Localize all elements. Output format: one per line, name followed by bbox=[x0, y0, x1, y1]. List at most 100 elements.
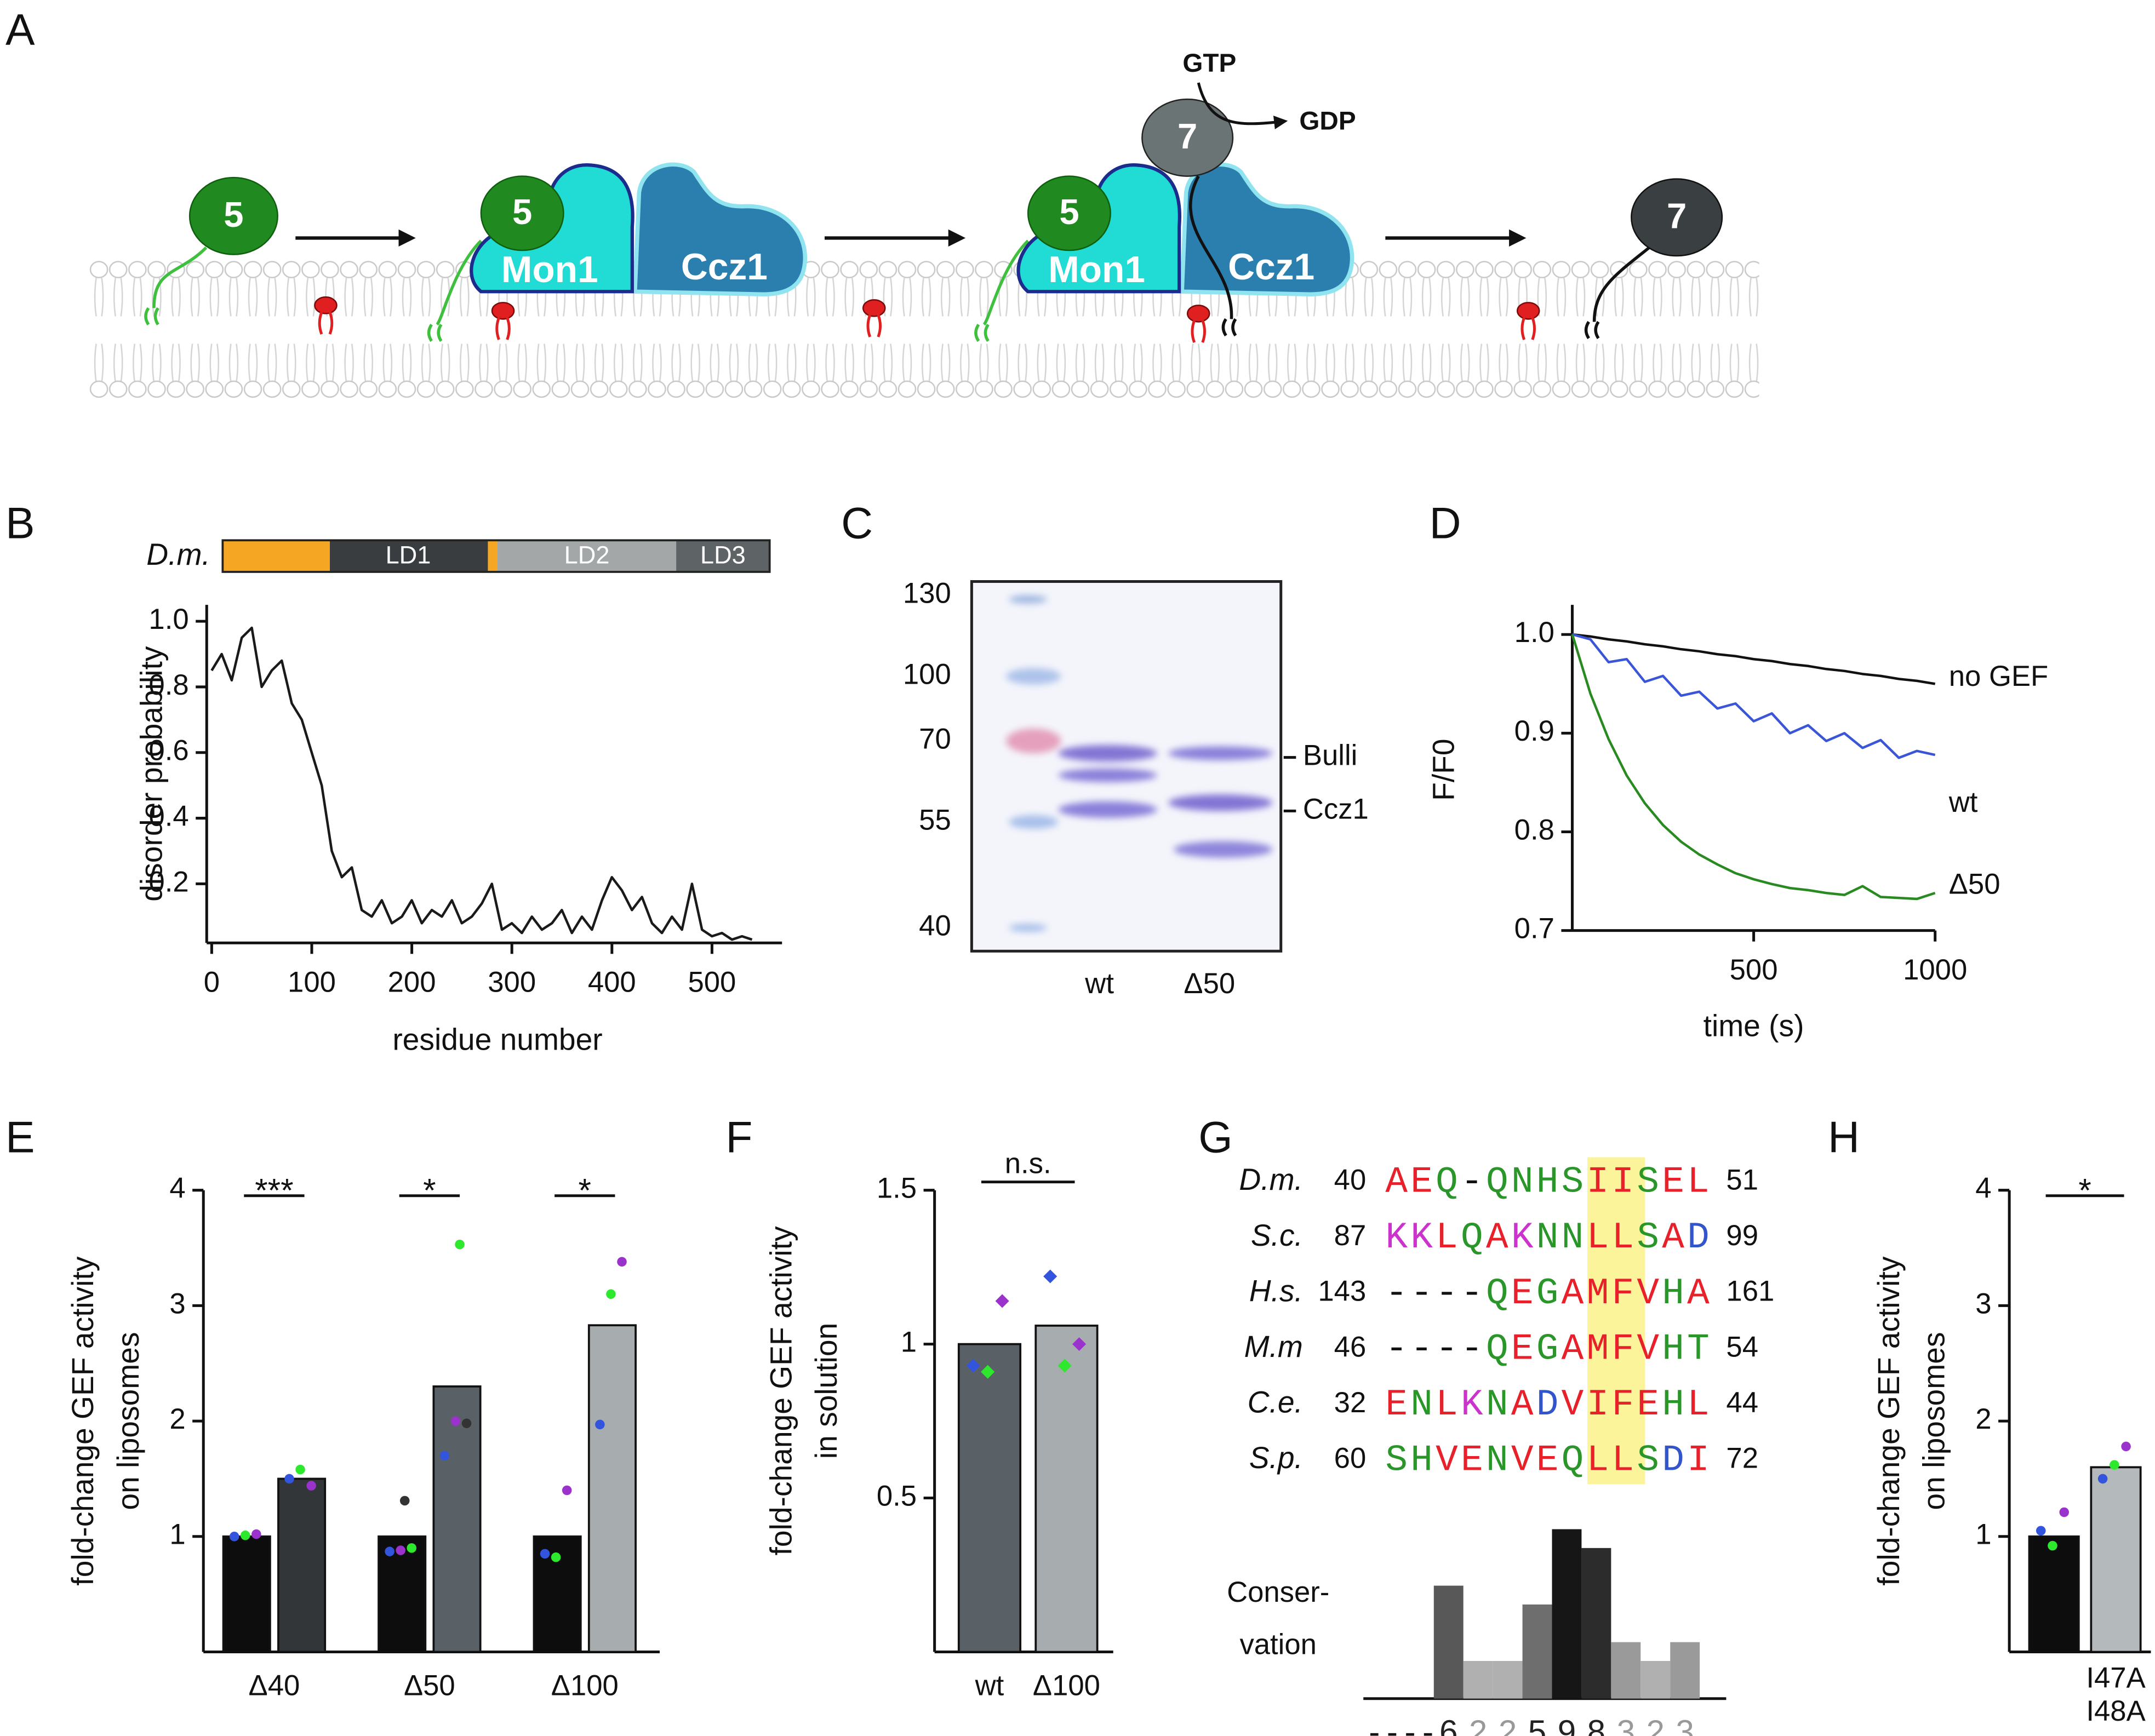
data-point bbox=[407, 1543, 417, 1553]
ccz1-label: Ccz1 bbox=[681, 247, 768, 288]
conservation-score: 2 bbox=[1469, 1714, 1487, 1736]
y-tick-label: 0.2 bbox=[148, 866, 188, 898]
species: H.s. bbox=[1249, 1274, 1303, 1308]
conservation-bar bbox=[1493, 1661, 1523, 1699]
panel-label: E bbox=[5, 1113, 35, 1162]
marker-label: 55 bbox=[919, 804, 951, 836]
domain-bar: D.m. LD1 LD2 LD3 bbox=[146, 537, 771, 573]
ladder-band bbox=[1009, 595, 1048, 604]
x-tick-label: Δ100 bbox=[551, 1670, 619, 1702]
pathway-diagram: 5 5 Mon1 Ccz1 5 Mon1 Ccz1 7 GTP GDP bbox=[89, 49, 1759, 404]
mon1-label: Mon1 bbox=[501, 249, 598, 290]
panel-label: C bbox=[841, 499, 873, 548]
data-point bbox=[461, 1418, 472, 1429]
x-tick-label: 0 bbox=[204, 966, 220, 998]
panel-label: B bbox=[5, 499, 35, 548]
start-number: 40 bbox=[1334, 1164, 1367, 1196]
organism: D.m. bbox=[146, 537, 210, 571]
y-axis-label: F/F0 bbox=[1426, 738, 1460, 800]
rab5-label: 5 bbox=[1059, 192, 1079, 232]
tether bbox=[427, 239, 482, 342]
panel-label: D bbox=[1430, 499, 1461, 548]
conservation-bar bbox=[1581, 1548, 1611, 1699]
lane-label: Δ50 bbox=[1184, 967, 1235, 1000]
conservation-score: 3 bbox=[1676, 1714, 1694, 1736]
y-tick-label: 0.9 bbox=[1514, 715, 1554, 747]
x-tick-label: Δ100 bbox=[1033, 1670, 1100, 1702]
conservation-score: - bbox=[1422, 1714, 1433, 1736]
ladder-band bbox=[1009, 815, 1059, 829]
membrane bbox=[89, 256, 1759, 404]
x-tick-label: Δ40 bbox=[249, 1670, 300, 1702]
y-tick-label: 4 bbox=[169, 1172, 185, 1205]
y-tick-label: 3 bbox=[169, 1287, 185, 1320]
rab7 bbox=[1141, 98, 1234, 177]
rab7 bbox=[1631, 178, 1723, 257]
protein-band bbox=[1174, 841, 1273, 858]
y-tick-label: 1 bbox=[169, 1519, 185, 1551]
data-point bbox=[2097, 1474, 2108, 1484]
data-point bbox=[306, 1481, 316, 1491]
conservation-score: 5 bbox=[1528, 1714, 1546, 1736]
y-tick-label: 0.7 bbox=[1514, 913, 1554, 945]
panel-label: G bbox=[1198, 1113, 1232, 1162]
data-point bbox=[2110, 1460, 2119, 1470]
rab7-label: 7 bbox=[1177, 116, 1197, 156]
y-axis-label: fold-change GEF activity bbox=[66, 1256, 100, 1585]
data-point bbox=[399, 1496, 410, 1506]
series-label: Δ50 bbox=[1949, 868, 2000, 901]
lane-label: wt bbox=[1084, 967, 1114, 1000]
x-tick-label: 1000 bbox=[1903, 954, 1967, 986]
data-point bbox=[251, 1529, 261, 1539]
data-point bbox=[981, 1365, 995, 1379]
y-tick-label: 2 bbox=[169, 1403, 185, 1435]
end-number: 44 bbox=[1726, 1386, 1758, 1419]
data-point bbox=[551, 1552, 561, 1562]
data-line bbox=[1571, 633, 1936, 759]
species: M.m bbox=[1244, 1330, 1303, 1363]
x-tick-label: I47A I48A bbox=[2086, 1663, 2146, 1728]
conservation-score: 6 bbox=[1439, 1714, 1457, 1736]
end-number: 99 bbox=[1726, 1219, 1758, 1252]
domain-label: LD2 bbox=[564, 541, 610, 569]
y-axis-label: fold-change GEF activity bbox=[1872, 1256, 1906, 1585]
domain-outline bbox=[221, 539, 771, 573]
conservation-score: 2 bbox=[1646, 1714, 1664, 1736]
conservation-score: 8 bbox=[1587, 1714, 1605, 1736]
tether bbox=[144, 247, 208, 326]
data-point bbox=[606, 1289, 616, 1299]
domain-label: LD1 bbox=[386, 541, 431, 569]
x-tick-label: 500 bbox=[1730, 954, 1778, 986]
data-point bbox=[455, 1239, 465, 1250]
data-point bbox=[1058, 1359, 1072, 1373]
data-point bbox=[2121, 1441, 2131, 1452]
rab7-label: 7 bbox=[1667, 196, 1687, 236]
data-point bbox=[540, 1549, 550, 1559]
tether bbox=[974, 239, 1030, 342]
domain bbox=[329, 540, 488, 572]
end-number: 161 bbox=[1726, 1275, 1774, 1308]
data-point bbox=[240, 1530, 250, 1540]
ccz1 bbox=[632, 162, 807, 297]
x-tick-label: 100 bbox=[288, 966, 336, 998]
species: S.p. bbox=[1249, 1441, 1303, 1475]
conservation-bar bbox=[1670, 1642, 1700, 1699]
bar bbox=[277, 1477, 327, 1653]
y-axis-label: on liposomes bbox=[1917, 1332, 1951, 1510]
significance-label: * bbox=[579, 1172, 591, 1209]
highlight bbox=[1587, 1157, 1645, 1485]
domain bbox=[222, 540, 330, 572]
protein-band bbox=[1058, 801, 1157, 818]
domain-label: LD3 bbox=[700, 541, 746, 569]
protein-band bbox=[1168, 794, 1273, 811]
domain bbox=[676, 540, 770, 572]
gel: Bulli Ccz1 wt Δ50 bbox=[970, 580, 1369, 1000]
ladder-band bbox=[1006, 728, 1061, 754]
marker-label: 130 bbox=[903, 577, 951, 610]
gef-complex: 5 Mon1 Ccz1 bbox=[974, 162, 1354, 342]
start-number: 32 bbox=[1334, 1386, 1367, 1419]
significance-label: * bbox=[2078, 1172, 2091, 1209]
